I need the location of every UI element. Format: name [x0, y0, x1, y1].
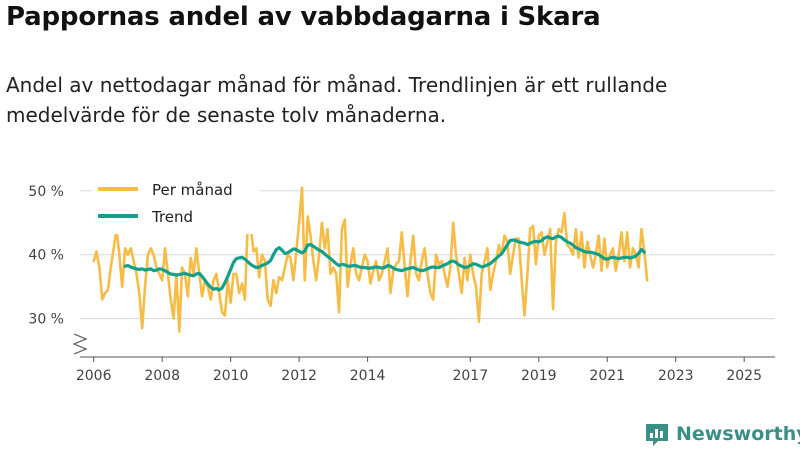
axis-break-icon [72, 333, 88, 355]
series-line-trend [123, 234, 646, 292]
legend: Per månad Trend [92, 176, 260, 234]
y-tick-label: 30 % [28, 312, 64, 328]
x-tick-label: 2012 [281, 368, 317, 384]
legend-label-trend: Trend [151, 208, 193, 226]
page-title: Pappornas andel av vabbdagarna i Skara [6, 2, 601, 32]
x-tick-label: 2021 [589, 368, 625, 384]
x-tick-label: 2006 [76, 368, 112, 384]
chart-subtitle: Andel av nettodagar månad för månad. Tre… [6, 73, 668, 127]
series-lines [92, 186, 649, 333]
x-tick-label: 2023 [658, 368, 694, 384]
x-axis: 2006 2008 2010 2012 2014 2017 2019 2021 2023 2025 [72, 333, 775, 384]
series-line-per-manad [92, 186, 649, 333]
x-tick-label: 2010 [213, 368, 249, 384]
x-tick-label: 2008 [144, 368, 180, 384]
y-tick-label: 40 % [28, 248, 64, 264]
legend-background [92, 176, 260, 234]
newsworthy-logo: Newsworthy [644, 420, 800, 448]
y-axis-ticks: 30 % 40 % 50 % [28, 184, 64, 328]
newsworthy-logo-text: Newsworthy [676, 423, 800, 445]
x-tick-label: 2025 [726, 368, 762, 384]
legend-label-per-manad: Per månad [152, 181, 233, 199]
x-tick-label: 2014 [350, 368, 386, 384]
y-tick-label: 50 % [28, 184, 64, 200]
x-tick-label: 2017 [452, 368, 488, 384]
newsworthy-logo-icon [646, 424, 668, 446]
x-tick-label: 2019 [521, 368, 557, 384]
line-chart: 30 % 40 % 50 % 2006 2008 2010 2012 2014 2017 201… [28, 176, 775, 384]
